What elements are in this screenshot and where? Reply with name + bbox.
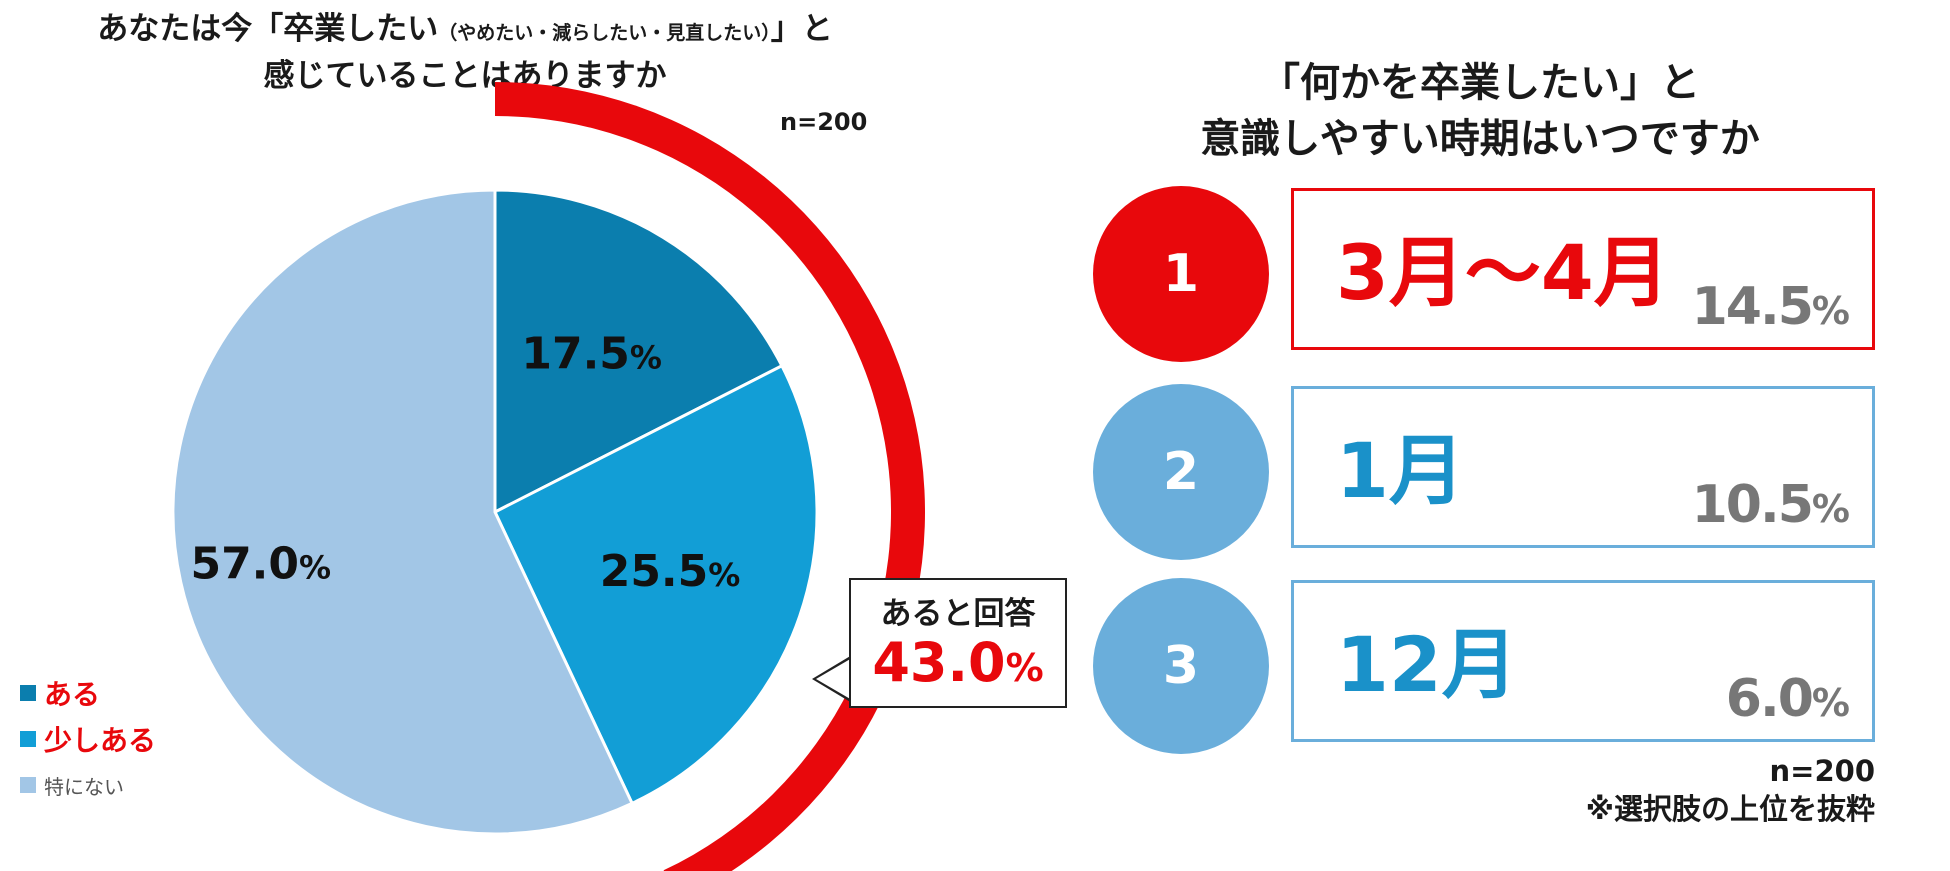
rank-label: 3月～4月 — [1336, 228, 1670, 317]
rank-box: 1月 10.5% — [1291, 386, 1875, 548]
rank-box: 12月 6.0% — [1291, 580, 1875, 742]
legend-swatch — [20, 777, 36, 793]
total-callout: あると回答 43.0% — [849, 578, 1067, 708]
pie-slice — [171, 188, 635, 836]
slice-value-label: 25.5% — [600, 546, 741, 597]
rank-label: 1月 — [1336, 426, 1465, 515]
rank-badge: 2 — [1093, 384, 1269, 560]
rank-value: 14.5% — [1691, 277, 1850, 337]
legend-item-aru: ある — [20, 670, 156, 716]
legend-swatch — [20, 731, 36, 747]
pie-sample-size: n=200 — [780, 108, 868, 136]
callout-label: あると回答 — [880, 596, 1036, 632]
legend-item-sukoshi-aru: 少しある — [20, 716, 156, 762]
rank-row-1: 1 3月～4月 14.5% — [1093, 186, 1875, 362]
rank-row-3: 3 12月 6.0% — [1093, 578, 1875, 754]
pie-slice — [493, 188, 784, 515]
legend-label: 少しある — [44, 724, 157, 757]
rank-value: 6.0% — [1725, 669, 1850, 729]
callout-pointer-fill — [816, 658, 852, 700]
legend-label: 特にない — [44, 774, 124, 799]
rank-label: 12月 — [1336, 620, 1518, 709]
ranking-sample-size: n=200 — [1769, 754, 1875, 788]
slice-value-label: 17.5% — [521, 328, 662, 379]
rank-value: 10.5% — [1691, 475, 1850, 535]
pie-slice — [493, 363, 819, 806]
callout-value: 43.0% — [872, 631, 1044, 694]
ranking-footnote: n=200 ※選択肢の上位を抜粋 — [1586, 752, 1875, 828]
rank-box: 3月～4月 14.5% — [1291, 188, 1875, 350]
rank-badge: 1 — [1093, 186, 1269, 362]
highlight-arc — [495, 82, 925, 871]
rank-badge: 3 — [1093, 578, 1269, 754]
pie-chart-title: あなたは今「卒業したい（やめたい・減らしたい・見直したい）」と 感じていることは… — [97, 11, 833, 94]
ranking-title: 「何かを卒業したい」と 意識しやすい時期はいつですか — [1200, 60, 1760, 162]
legend-label: ある — [44, 678, 101, 711]
legend-swatch — [20, 685, 36, 701]
legend-item-toku-ni-nai: 特にない — [20, 762, 156, 808]
pie-chart: 17.5% 25.5% 57.0% — [171, 82, 925, 871]
rank-row-2: 2 1月 10.5% — [1093, 384, 1875, 560]
slice-value-label: 57.0% — [190, 538, 331, 589]
legend: ある 少しある 特にない — [20, 670, 156, 808]
ranking-note: ※選択肢の上位を抜粋 — [1585, 792, 1875, 826]
